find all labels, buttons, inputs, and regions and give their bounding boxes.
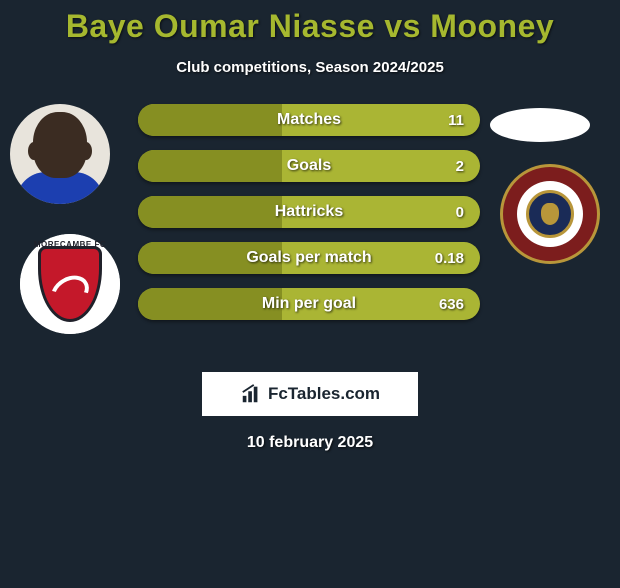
player-right-placeholder: [490, 108, 590, 142]
subtitle: Club competitions, Season 2024/2025: [0, 59, 620, 76]
shield-icon: [38, 246, 102, 322]
club-badge-left: MORECAMBE FC: [20, 234, 120, 334]
stat-value: 2: [456, 158, 464, 175]
stats-bars: Matches11 Goals2 Hattricks0 Goals per match…: [138, 104, 480, 320]
stat-value: 11: [448, 112, 464, 129]
chart-icon: [240, 383, 262, 405]
stat-value: 0.18: [435, 250, 464, 267]
stat-value: 0: [456, 204, 464, 221]
brand-box: FcTables.com: [202, 372, 418, 416]
comparison-area: MORECAMBE FC Matches11 Goals2 Hattricks0 Go…: [0, 104, 620, 354]
brand-text: FcTables.com: [268, 384, 380, 404]
club-badge-right: [500, 164, 600, 264]
stat-bar: Goals2: [138, 150, 480, 182]
date-text: 10 february 2025: [0, 434, 620, 452]
stat-label: Min per goal: [138, 295, 480, 313]
stat-value: 636: [439, 296, 464, 313]
stat-bar: Goals per match0.18: [138, 242, 480, 274]
page-title: Baye Oumar Niasse vs Mooney: [0, 8, 620, 45]
stat-label: Goals: [138, 157, 480, 175]
stat-bar: Matches11: [138, 104, 480, 136]
shrimp-icon: [45, 269, 95, 315]
stat-label: Goals per match: [138, 249, 480, 267]
acorn-icon: [541, 203, 559, 225]
stat-bar: Min per goal636: [138, 288, 480, 320]
stat-label: Hattricks: [138, 203, 480, 221]
stat-label: Matches: [138, 111, 480, 129]
player-left-photo: [10, 104, 110, 204]
stat-bar: Hattricks0: [138, 196, 480, 228]
